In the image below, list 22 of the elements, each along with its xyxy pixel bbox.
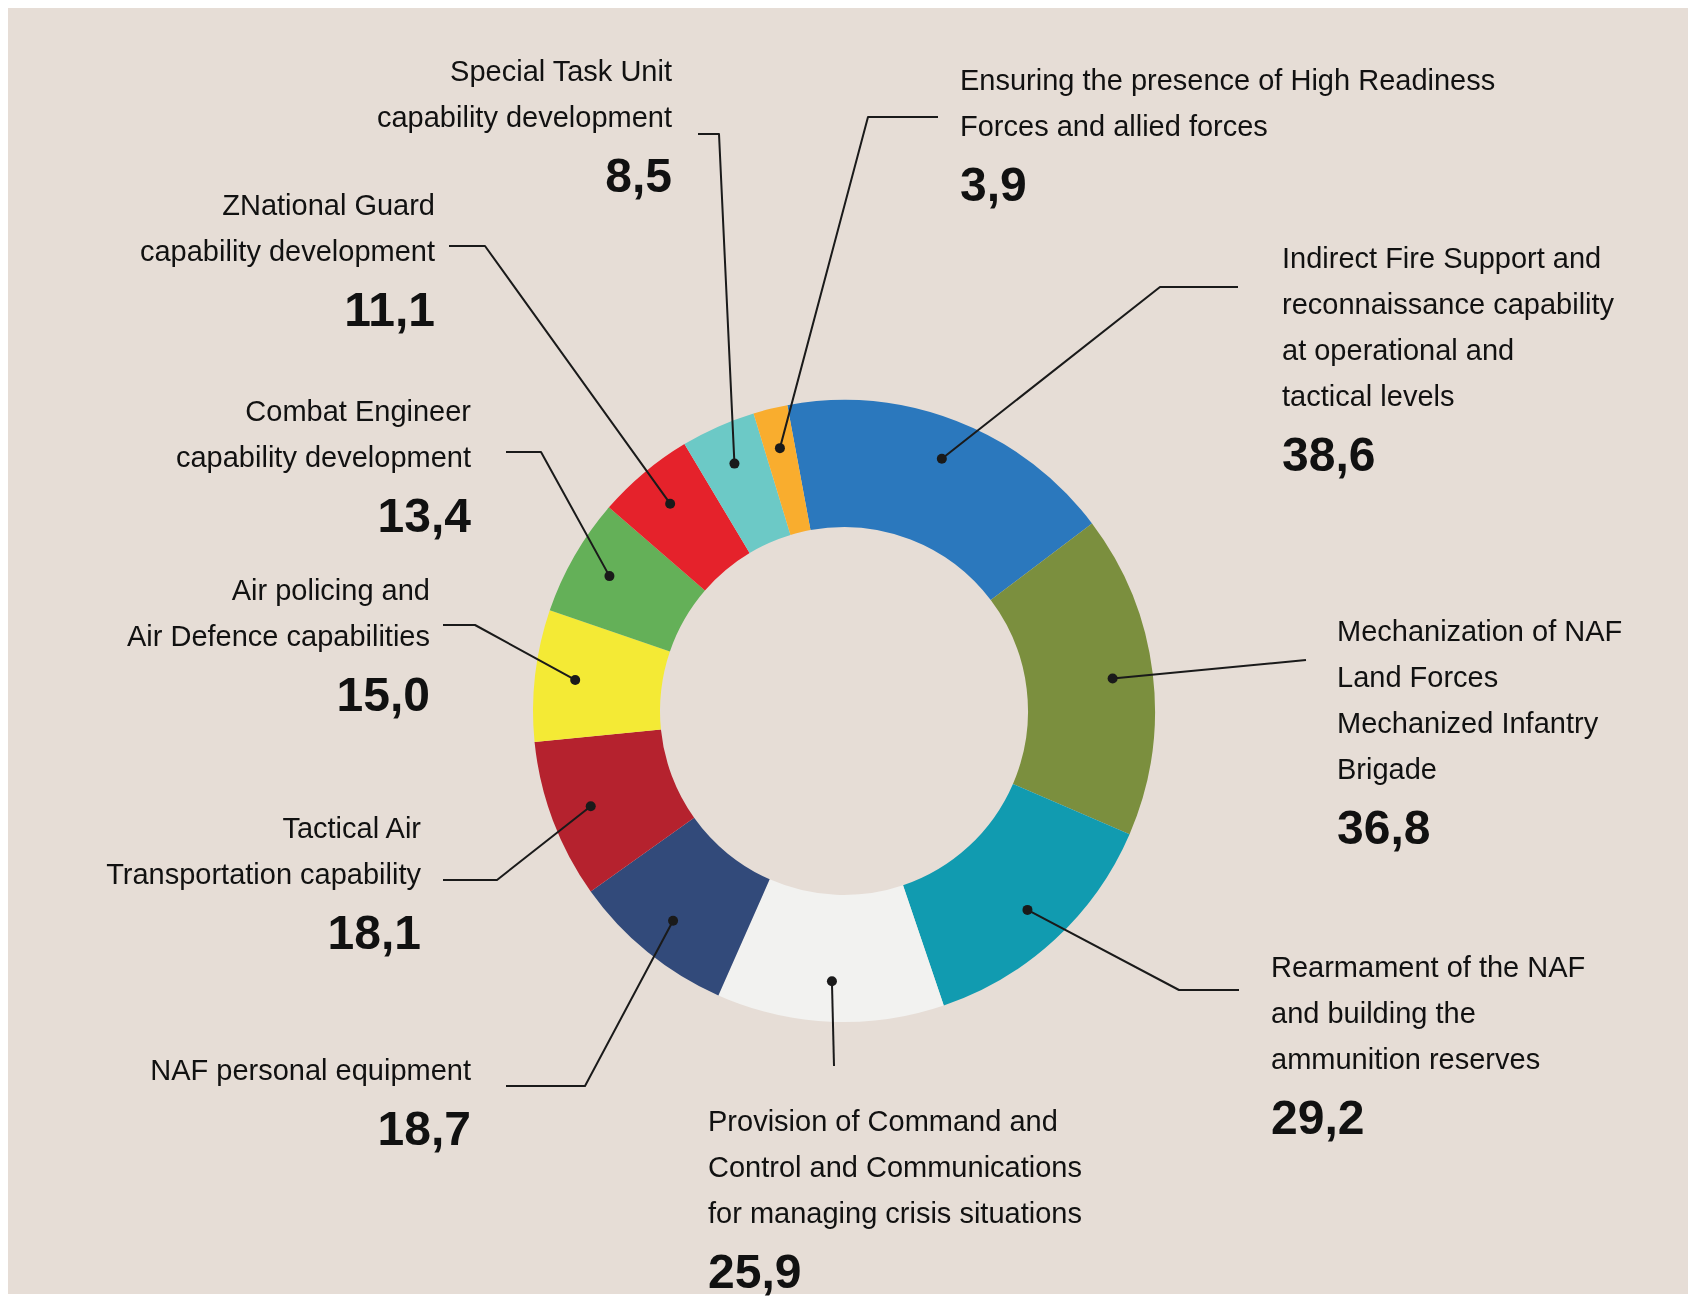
slice-label: NAF personal equipment: [150, 1053, 471, 1088]
slice-label: Provision of Command and Control and Communications for managing crisis situations: [708, 1104, 1082, 1231]
slice-label: Air policing and Air Defence capabilities: [126, 573, 430, 654]
data-label: 8,5: [605, 149, 672, 202]
slice-label: Special Task Unit capability development: [376, 54, 672, 135]
data-label: 38,6: [1282, 427, 1377, 483]
slice-label: Ensuring the presence of High Readiness Forces and allied forces: [960, 63, 1496, 144]
slice-label: Indirect Fire Support and reconnaissance capability at operational and tactical levels: [1282, 241, 1615, 414]
slice-label: Mechanization of NAF Land Forces Mechanized Infantry Brigade: [1337, 614, 1623, 787]
slice-label: Tactical Air Transportation capability: [106, 811, 421, 892]
data-label: 18,7: [376, 1101, 471, 1157]
data-label: 15,0: [335, 667, 430, 723]
slice-label: Rearmament of the NAF and building the ammunition reserves: [1271, 950, 1586, 1077]
data-label: 36,8: [1337, 800, 1432, 856]
data-label: 3,9: [960, 157, 1028, 213]
data-label: 25,9: [708, 1244, 803, 1300]
data-label: 11,1: [343, 282, 435, 338]
data-label: 13,4: [376, 488, 471, 544]
data-label: 29,2: [1271, 1090, 1366, 1146]
slice-label: ZNational Guard capability development: [139, 188, 435, 269]
slice-label: Combat Engineer capability development: [175, 394, 471, 475]
data-label: 18,1: [326, 905, 421, 961]
